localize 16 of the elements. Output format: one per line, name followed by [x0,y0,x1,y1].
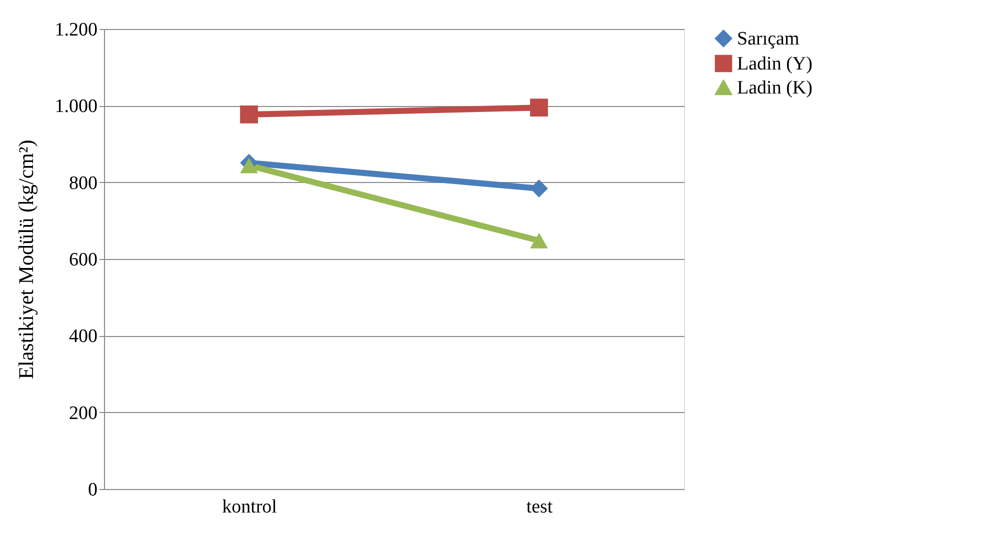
y-axis-title: Elastikiyet Modülü (kg/cm²) [14,140,38,380]
point [240,106,258,124]
y-tick-label: 1.000 [54,96,98,118]
y-tick-label: 400 [69,326,98,348]
point [530,180,548,198]
y-tick-label: 1.200 [54,20,98,40]
legend-label: Sarıçam [737,28,800,50]
x-tick-label: test [526,496,554,518]
y-tick-label: 0 [88,480,98,500]
legend-label: Ladin (K) [737,78,812,98]
y-tick-label: 600 [69,250,98,270]
y-tick-label: 800 [69,172,98,194]
y-tick-label: 200 [69,402,98,424]
x-tick-label: kontrol [222,496,277,518]
point [530,98,548,117]
legend-label: Ladin (Y) [737,54,812,74]
